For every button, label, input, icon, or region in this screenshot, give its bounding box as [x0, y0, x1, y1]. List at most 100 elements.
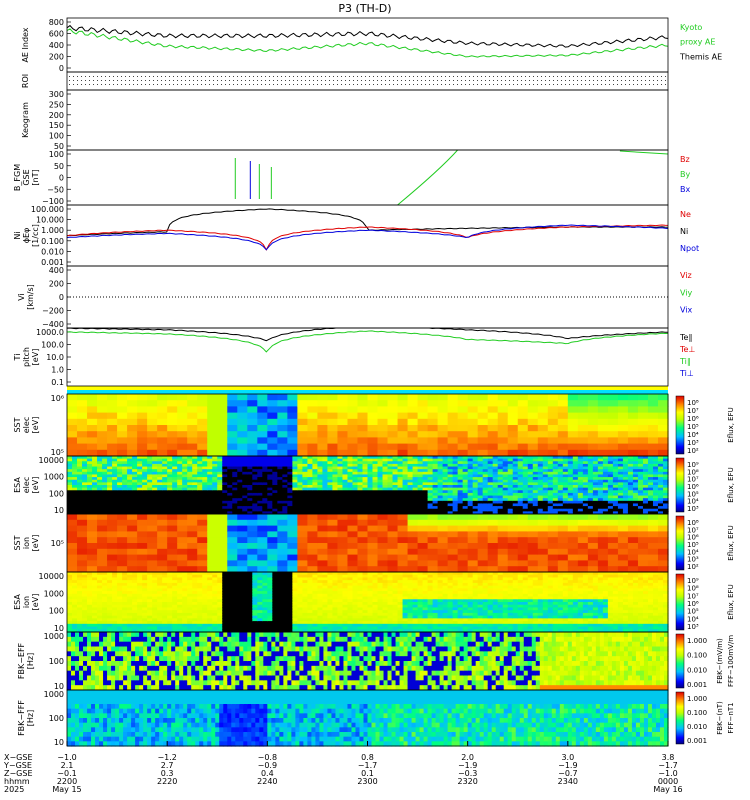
esae-cell — [517, 487, 524, 491]
esai-cell — [122, 599, 128, 603]
esae-cell — [497, 466, 504, 470]
esae-cell — [307, 458, 314, 462]
sste-cell — [397, 412, 409, 420]
esae-cell — [272, 477, 278, 481]
sste-cell — [367, 437, 379, 445]
esai-cell — [212, 604, 218, 609]
sste-cell — [617, 418, 629, 426]
sste-cell — [637, 418, 649, 426]
esae-cell — [102, 500, 108, 505]
esae-cell — [192, 463, 198, 468]
esae-cell — [97, 458, 103, 462]
sste-cell — [497, 443, 509, 451]
sste-cell — [437, 431, 449, 438]
panel-ylabel-sste: SSTelec[eV] — [13, 417, 40, 434]
esai-cell — [242, 626, 248, 630]
sste-cell — [647, 437, 659, 445]
ssti-cell — [597, 548, 609, 556]
esae-cell — [97, 477, 103, 481]
esae-cell — [132, 471, 138, 476]
esae-cell — [307, 508, 314, 512]
ssti-cell — [337, 514, 349, 521]
esae-cell — [412, 498, 419, 502]
esae-cell — [262, 503, 268, 507]
sste-cell — [237, 418, 248, 426]
esae-cell — [142, 503, 148, 507]
sste-cell — [127, 431, 138, 438]
esai-cell — [187, 588, 193, 592]
esae-cell — [152, 498, 158, 502]
esae-cell — [427, 492, 434, 497]
ssti-cell — [137, 560, 148, 567]
sste-cell — [337, 412, 349, 420]
ssti-cell — [447, 543, 459, 550]
esai-cell — [242, 612, 248, 617]
esae-cell — [232, 492, 238, 497]
sste-cell — [187, 431, 198, 438]
esae-cell — [322, 508, 329, 512]
esae-cell — [547, 485, 554, 489]
ylabel-line: [eV] — [31, 417, 40, 434]
esae-cell — [357, 498, 364, 502]
esae-cell — [512, 469, 519, 473]
sste-cell — [117, 449, 128, 457]
esae-cell — [522, 466, 529, 470]
esai-cell — [127, 615, 133, 619]
esai-cell — [222, 615, 228, 619]
esae-cell — [572, 456, 579, 460]
esae-cell — [587, 474, 594, 478]
esai-cell — [237, 621, 243, 625]
ssti-cell — [497, 560, 509, 567]
esae-cell — [627, 485, 634, 489]
esai-cell — [207, 572, 213, 576]
esai-cell — [162, 618, 168, 622]
esae-cell — [502, 498, 509, 502]
ytick-label: 100 — [49, 657, 64, 666]
esae-cell — [532, 487, 539, 491]
esae-cell — [212, 492, 218, 497]
esae-cell — [272, 508, 278, 512]
colorbar-tick: 10⁹ — [687, 461, 699, 469]
esae-cell — [517, 477, 524, 481]
esae-cell — [322, 498, 329, 502]
esae-cell — [477, 458, 484, 462]
esae-cell — [362, 477, 369, 481]
esae-cell — [582, 487, 589, 491]
esai-cell — [82, 593, 88, 598]
sste-cell — [417, 406, 429, 414]
esae-cell — [307, 500, 314, 505]
esai-cell — [262, 618, 268, 622]
esae-cell — [657, 474, 664, 478]
ssti-cell — [97, 560, 108, 567]
esae-cell — [212, 479, 218, 483]
esae-cell — [607, 461, 614, 465]
esae-cell — [647, 477, 654, 481]
ssti-cell — [157, 548, 168, 556]
sste-cell — [547, 406, 559, 414]
esai-cell — [262, 572, 268, 576]
ssti-cell — [587, 531, 599, 538]
esae-cell — [67, 485, 73, 489]
esae-cell — [97, 463, 103, 468]
esai-cell — [152, 607, 158, 611]
esae-cell — [167, 500, 173, 505]
sste-cell — [567, 425, 579, 432]
esae-cell — [302, 508, 308, 512]
esae-cell — [652, 461, 659, 465]
esae-cell — [487, 485, 494, 489]
esae-cell — [167, 506, 173, 510]
sste-cell — [297, 425, 308, 432]
esae-cell — [337, 485, 344, 489]
ssti-cell — [347, 554, 359, 561]
esae-cell — [552, 469, 559, 473]
ssti-cell — [127, 525, 138, 532]
esae-cell — [142, 469, 148, 473]
sste-cell — [577, 431, 589, 438]
esae-cell — [402, 474, 409, 478]
esae-cell — [537, 500, 544, 505]
esae-cell — [312, 456, 319, 460]
sste-cell — [507, 394, 519, 401]
esae-cell — [427, 495, 434, 499]
ssti-cell — [387, 519, 399, 527]
sste-cell — [487, 418, 499, 426]
